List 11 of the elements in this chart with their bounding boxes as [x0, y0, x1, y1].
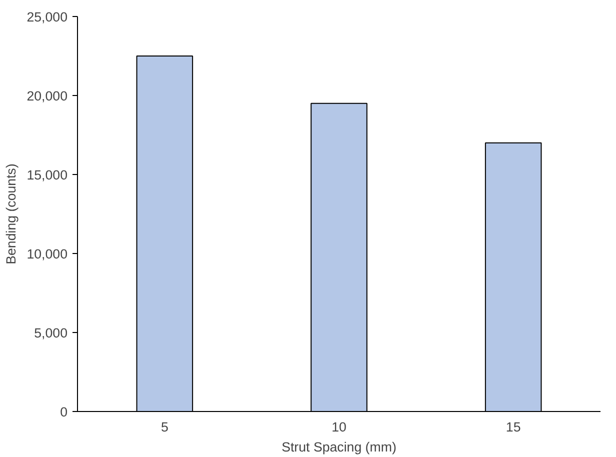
y-tick-label: 10,000 [26, 246, 68, 262]
y-tick-label: 15,000 [26, 168, 68, 182]
x-axis-title: Strut Spacing (mm) [282, 440, 396, 454]
y-tick-label: 0 [60, 404, 68, 420]
y-tick-label: 25,000 [26, 10, 68, 24]
x-tick-label: 15 [506, 420, 521, 434]
y-axis-title: Bending (counts) [4, 164, 19, 264]
y-tick-label: 5,000 [34, 326, 68, 340]
x-tick-label: 10 [332, 420, 346, 434]
x-tick-label: 5 [160, 420, 168, 434]
y-tick-label: 20,000 [26, 88, 68, 104]
